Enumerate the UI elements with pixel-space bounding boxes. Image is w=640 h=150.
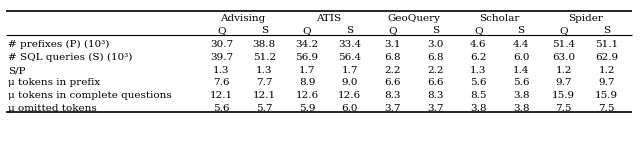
Text: 51.4: 51.4 <box>552 40 575 49</box>
Text: 8.9: 8.9 <box>299 78 316 87</box>
Text: 1.3: 1.3 <box>256 66 273 75</box>
Text: μ omitted tokens: μ omitted tokens <box>8 104 97 113</box>
Text: 4.4: 4.4 <box>513 40 529 49</box>
Text: 56.4: 56.4 <box>338 53 362 62</box>
Text: # prefixes (P) (10³): # prefixes (P) (10³) <box>8 40 109 49</box>
Text: 7.6: 7.6 <box>213 78 230 87</box>
Text: ATIS: ATIS <box>316 14 341 23</box>
Text: 9.7: 9.7 <box>556 78 572 87</box>
Text: μ tokens in complete questions: μ tokens in complete questions <box>8 91 172 100</box>
Text: 6.6: 6.6 <box>385 78 401 87</box>
Text: 33.4: 33.4 <box>338 40 362 49</box>
Text: 3.8: 3.8 <box>513 104 529 113</box>
Text: 1.4: 1.4 <box>513 66 529 75</box>
Text: 1.7: 1.7 <box>342 66 358 75</box>
Text: S: S <box>432 26 439 35</box>
Text: Advising: Advising <box>220 14 266 23</box>
Text: 1.3: 1.3 <box>213 66 230 75</box>
Text: 8.3: 8.3 <box>427 91 444 100</box>
Text: 7.5: 7.5 <box>598 104 615 113</box>
Text: 63.0: 63.0 <box>552 53 575 62</box>
Text: 8.3: 8.3 <box>385 91 401 100</box>
Text: Q: Q <box>217 26 226 35</box>
Text: 6.0: 6.0 <box>342 104 358 113</box>
Text: S/P: S/P <box>8 66 26 75</box>
Text: 9.0: 9.0 <box>342 78 358 87</box>
Text: 12.1: 12.1 <box>253 91 276 100</box>
Text: 1.3: 1.3 <box>470 66 486 75</box>
Text: 34.2: 34.2 <box>296 40 319 49</box>
Text: 38.8: 38.8 <box>253 40 276 49</box>
Text: 2.2: 2.2 <box>385 66 401 75</box>
Text: S: S <box>603 26 610 35</box>
Text: 8.5: 8.5 <box>470 91 486 100</box>
Text: 6.0: 6.0 <box>513 53 529 62</box>
Text: 5.6: 5.6 <box>213 104 230 113</box>
Text: 7.7: 7.7 <box>256 78 273 87</box>
Text: Q: Q <box>559 26 568 35</box>
Text: 5.9: 5.9 <box>299 104 316 113</box>
Text: 12.1: 12.1 <box>210 91 233 100</box>
Text: 3.8: 3.8 <box>470 104 486 113</box>
Text: 6.8: 6.8 <box>427 53 444 62</box>
Text: S: S <box>517 26 525 35</box>
Text: 9.7: 9.7 <box>598 78 615 87</box>
Text: 3.8: 3.8 <box>513 91 529 100</box>
Text: Q: Q <box>474 26 483 35</box>
Text: 3.1: 3.1 <box>385 40 401 49</box>
Text: 6.8: 6.8 <box>385 53 401 62</box>
Text: Q: Q <box>303 26 311 35</box>
Text: 5.6: 5.6 <box>513 78 529 87</box>
Text: 12.6: 12.6 <box>296 91 319 100</box>
Text: 3.0: 3.0 <box>427 40 444 49</box>
Text: Scholar: Scholar <box>479 14 520 23</box>
Text: 51.2: 51.2 <box>253 53 276 62</box>
Text: S: S <box>260 26 268 35</box>
Text: # SQL queries (S) (10³): # SQL queries (S) (10³) <box>8 53 132 62</box>
Text: 3.7: 3.7 <box>385 104 401 113</box>
Text: 56.9: 56.9 <box>296 53 319 62</box>
Text: 2.2: 2.2 <box>427 66 444 75</box>
Text: 5.7: 5.7 <box>256 104 273 113</box>
Text: 51.1: 51.1 <box>595 40 618 49</box>
Text: 7.5: 7.5 <box>556 104 572 113</box>
Text: Spider: Spider <box>568 14 603 23</box>
Text: S: S <box>346 26 353 35</box>
Text: 12.6: 12.6 <box>338 91 362 100</box>
Text: 5.6: 5.6 <box>470 78 486 87</box>
Text: 1.2: 1.2 <box>598 66 615 75</box>
Text: GeoQuery: GeoQuery <box>387 14 440 23</box>
Text: Q: Q <box>388 26 397 35</box>
Text: 4.6: 4.6 <box>470 40 486 49</box>
Text: 62.9: 62.9 <box>595 53 618 62</box>
Text: 15.9: 15.9 <box>595 91 618 100</box>
Text: 30.7: 30.7 <box>210 40 233 49</box>
Text: μ tokens in prefix: μ tokens in prefix <box>8 78 100 87</box>
Text: 6.2: 6.2 <box>470 53 486 62</box>
Text: 1.2: 1.2 <box>556 66 572 75</box>
Text: 6.6: 6.6 <box>427 78 444 87</box>
Text: 1.7: 1.7 <box>299 66 316 75</box>
Text: 3.7: 3.7 <box>427 104 444 113</box>
Text: 15.9: 15.9 <box>552 91 575 100</box>
Text: 39.7: 39.7 <box>210 53 233 62</box>
